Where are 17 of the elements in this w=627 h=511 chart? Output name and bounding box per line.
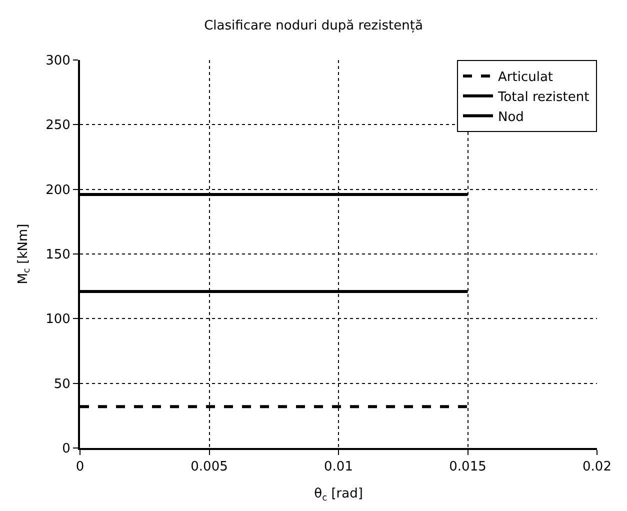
- x-tick-label: 0.02: [582, 460, 612, 475]
- x-axis-title: θ$_{c}$ [rad]: [314, 486, 363, 504]
- x-tick-label: 0.01: [324, 460, 353, 475]
- y-tick-label: 150: [46, 248, 70, 263]
- x-tick-label: 0: [76, 460, 84, 475]
- legend-label: Articulat: [498, 70, 554, 86]
- legend-label: Total rezistent: [497, 90, 590, 105]
- y-tick-label: 50: [54, 376, 70, 392]
- legend-label: Nod: [498, 110, 524, 125]
- y-tick-label: 100: [46, 312, 70, 328]
- chart-title: Clasificare noduri după rezistență: [204, 18, 423, 34]
- x-tick-label: 0.005: [190, 460, 228, 475]
- x-tick-label: 0.015: [449, 460, 486, 475]
- y-tick-label: 300: [46, 54, 70, 69]
- y-tick-label: 0: [62, 442, 70, 457]
- y-tick-label: 200: [46, 182, 70, 198]
- y-tick-label: 250: [46, 118, 70, 134]
